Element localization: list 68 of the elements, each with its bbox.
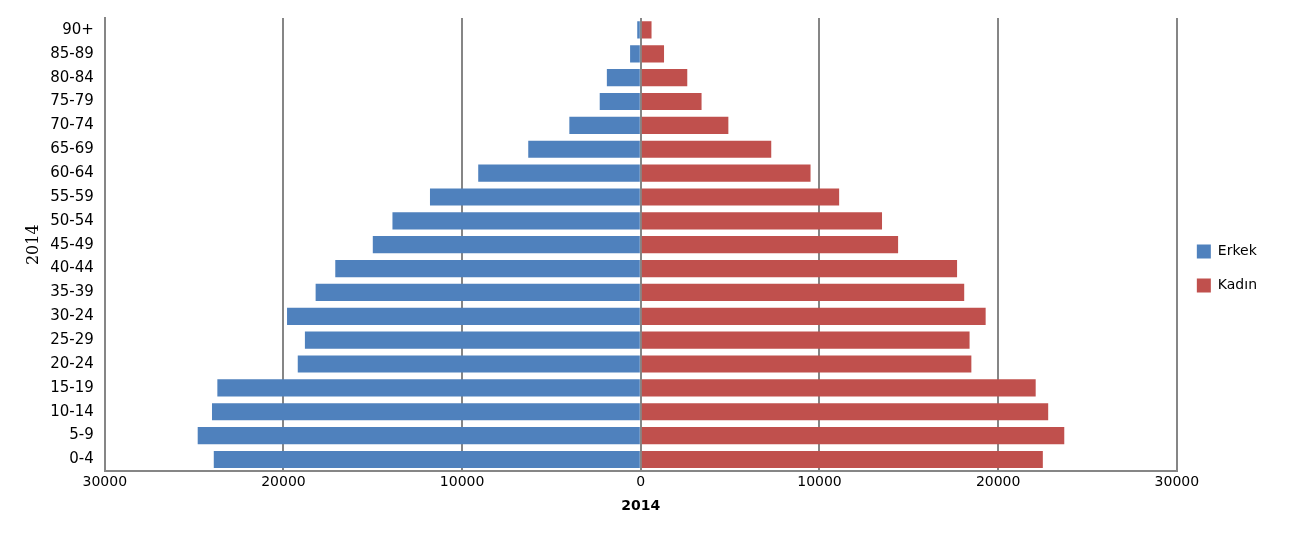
y-tick-label: 70-74 bbox=[50, 115, 94, 134]
y-tick-label: 45-49 bbox=[50, 234, 94, 253]
bar bbox=[641, 116, 729, 134]
y-tick-label: 30-24 bbox=[50, 306, 94, 325]
bar bbox=[429, 188, 640, 206]
bar bbox=[528, 140, 640, 158]
bar bbox=[641, 379, 1036, 397]
bar bbox=[641, 164, 811, 182]
bar bbox=[641, 403, 1049, 421]
bar bbox=[392, 212, 640, 230]
y-tick-label: 80-84 bbox=[50, 67, 94, 86]
bar bbox=[606, 69, 640, 87]
legend-label: Kadın bbox=[1217, 276, 1258, 293]
bar bbox=[217, 379, 640, 397]
bar bbox=[641, 21, 652, 39]
y-tick-label: 50-54 bbox=[50, 210, 94, 229]
bar bbox=[478, 164, 640, 182]
bar bbox=[213, 450, 640, 469]
legend-label: Erkek bbox=[1217, 242, 1258, 259]
bar bbox=[315, 283, 640, 302]
y-tick-label: 65-69 bbox=[50, 139, 94, 158]
bar bbox=[197, 427, 640, 445]
y-tick-label: 35-39 bbox=[50, 282, 94, 301]
y-tick-label: 60-64 bbox=[50, 163, 94, 181]
bar bbox=[641, 427, 1065, 445]
bar bbox=[641, 307, 986, 325]
y-tick-label: 25-29 bbox=[50, 330, 94, 349]
bar bbox=[599, 92, 640, 111]
x-tick-label: 30000 bbox=[1154, 473, 1200, 490]
bar bbox=[297, 355, 640, 373]
x-tick-label: 0 bbox=[636, 473, 646, 490]
bar bbox=[304, 331, 640, 349]
bar bbox=[641, 283, 965, 302]
x-tick-label: 10000 bbox=[439, 473, 485, 490]
x-tick-label: 20000 bbox=[975, 473, 1021, 490]
x-tick-label: 20000 bbox=[261, 473, 306, 490]
bar bbox=[641, 355, 972, 373]
bar bbox=[641, 450, 1043, 469]
bar bbox=[641, 212, 883, 230]
x-tick-label: 10000 bbox=[797, 473, 842, 490]
y-tick-label: 75-79 bbox=[50, 91, 94, 110]
bar bbox=[211, 403, 640, 421]
y-tick-label: 15-19 bbox=[50, 377, 94, 396]
bar bbox=[630, 45, 640, 63]
y-tick-label: 5-9 bbox=[69, 425, 94, 444]
bar bbox=[641, 140, 772, 158]
y-tick-label: 55-59 bbox=[50, 186, 94, 205]
y-tick-label: 85-89 bbox=[50, 43, 94, 62]
bar bbox=[641, 69, 688, 87]
x-axis-title: 2014 bbox=[621, 497, 661, 514]
bar bbox=[641, 259, 958, 278]
bar bbox=[641, 188, 840, 206]
y-tick-label: 0-4 bbox=[69, 449, 94, 468]
bar bbox=[569, 116, 640, 134]
y-tick-label: 90+ bbox=[62, 19, 94, 38]
x-tick-label: 30000 bbox=[82, 473, 128, 490]
bar bbox=[372, 236, 640, 254]
y-axis-title: 2014 bbox=[22, 224, 42, 266]
bar bbox=[641, 236, 899, 254]
bar bbox=[335, 259, 640, 278]
bar bbox=[287, 307, 640, 325]
y-tick-label: 40-44 bbox=[50, 258, 94, 277]
bar bbox=[637, 21, 640, 39]
y-tick-label: 20-24 bbox=[50, 353, 94, 372]
bar bbox=[641, 45, 665, 63]
bar bbox=[641, 92, 702, 111]
y-tick-label: 10-14 bbox=[50, 401, 94, 420]
bar bbox=[641, 331, 970, 349]
